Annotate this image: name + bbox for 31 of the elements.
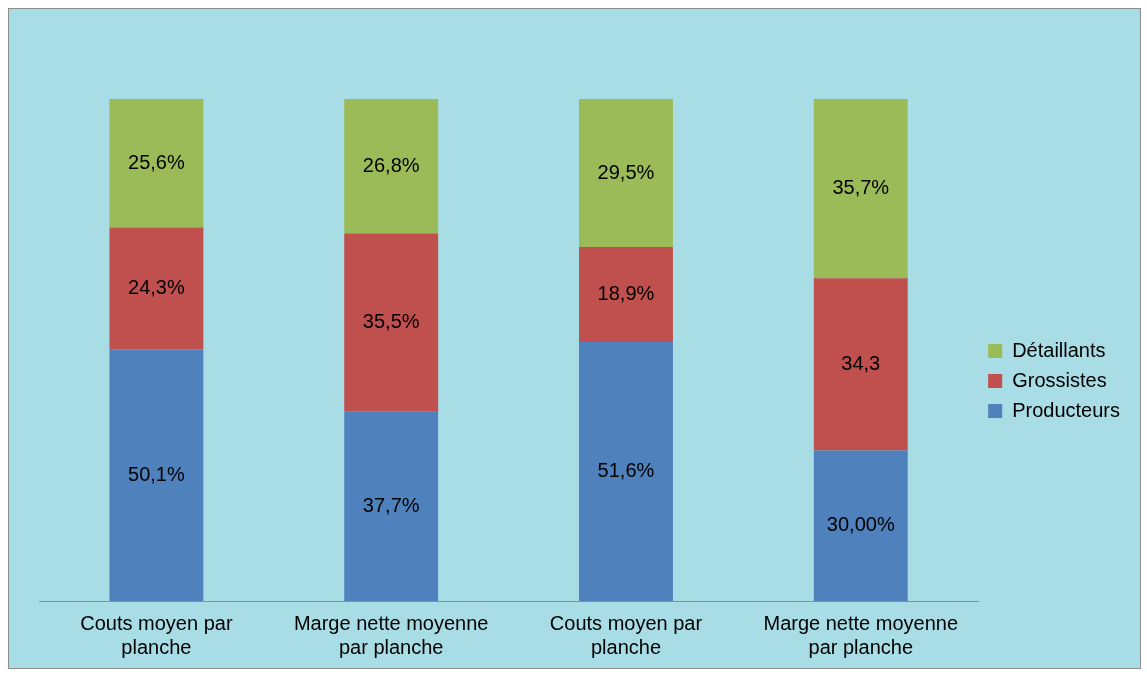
data-label: 34,3 [841,351,881,374]
data-label: 50,1% [128,462,185,485]
x-tick-label: Marge nette moyenne par planche [293,611,489,658]
legend-label: Grossistes [1012,368,1107,391]
data-label: 24,3% [128,276,185,299]
legend-label: Détaillants [1012,338,1106,361]
bar [813,278,908,451]
bar [109,349,204,601]
bar [344,233,439,412]
x-tick-label: Couts moyen par planche [549,611,703,658]
data-label: 35,5% [362,310,420,333]
bar [579,341,673,601]
data-label: 25,6% [128,150,185,173]
x-tick-label: Couts moyen par planche [80,611,233,658]
bar [109,227,204,350]
bar [344,411,439,601]
bar [579,247,673,342]
bar [813,450,908,601]
data-label: 26,8% [362,153,420,176]
legend-label: Producteurs [1012,398,1121,421]
data-label: 35,7% [832,176,890,199]
bar [579,99,673,248]
data-label: 18,9% [597,282,655,305]
bar [344,99,439,234]
bar [813,99,908,279]
data-label: 30,00% [826,513,895,536]
bar [109,99,204,228]
data-label: 29,5% [597,160,655,183]
x-tick-label: Marge nette moyenne par planche [763,611,959,658]
data-label: 51,6% [597,459,655,481]
data-label: 37,7% [362,493,420,516]
